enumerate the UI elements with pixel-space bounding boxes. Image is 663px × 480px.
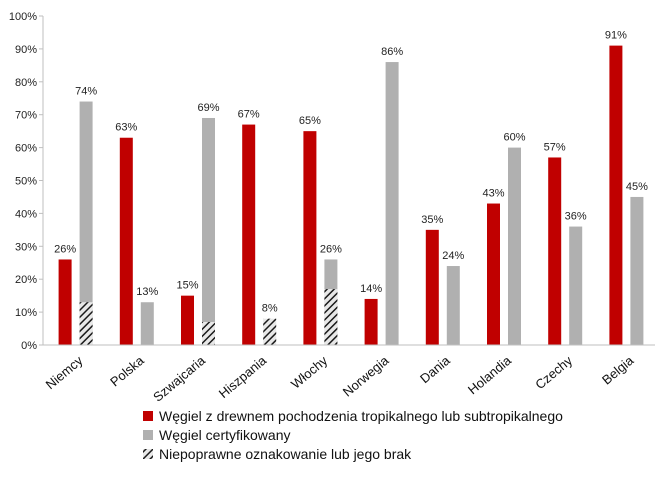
y-tick-label: 40% [15, 208, 37, 220]
bar-tropical [119, 137, 133, 345]
legend: Węgiel z drewnem pochodzenia tropikalneg… [143, 408, 563, 462]
bar-tropical [548, 157, 562, 345]
category-label: Czechy [532, 352, 575, 392]
data-label-tropical: 63% [115, 122, 137, 134]
y-tick-label: 90% [15, 44, 37, 56]
y-tick-label: 30% [15, 241, 37, 253]
bar-tropical [303, 131, 317, 345]
category-label: Hiszpania [216, 352, 270, 401]
y-tick-label: 0% [21, 340, 37, 352]
bar-tropical [425, 229, 439, 345]
legend-swatch [143, 449, 153, 459]
y-axis: 0% 10% 20% 30% 40% 50% 60% 70% 80% 90% 100% [9, 11, 44, 352]
bar-mislabelled [79, 302, 93, 345]
y-tick-label: 80% [15, 77, 37, 89]
data-label-tropical: 57% [544, 141, 566, 153]
bar-certified [79, 101, 93, 345]
data-label-tropical: 15% [176, 280, 198, 292]
bar-tropical [364, 298, 378, 345]
category-label: Dania [417, 352, 453, 386]
category-label: Niemcy [43, 352, 86, 392]
bar-tropical [181, 295, 194, 345]
bar-tropical [609, 45, 623, 346]
category-label: Belgia [599, 352, 637, 387]
bar-certified [508, 147, 521, 345]
bar-tropical [242, 124, 256, 345]
legend-swatch [143, 411, 153, 421]
data-label-tropical: 67% [238, 109, 260, 121]
y-tick-label: 20% [15, 274, 37, 286]
data-label-certified: 36% [565, 211, 587, 223]
category-label: Szwajcaria [150, 352, 208, 404]
data-label-certified: 26% [320, 243, 342, 255]
data-label-certified: 74% [75, 86, 97, 98]
data-label-tropical: 65% [299, 115, 321, 127]
bar-certified [202, 117, 215, 346]
bar-certified [569, 226, 583, 345]
bar-tropical [58, 259, 72, 345]
y-tick-label: 60% [15, 143, 37, 155]
data-label-tropical: 43% [482, 188, 504, 200]
category-label: Polska [107, 352, 147, 389]
bar-mislabelled [263, 318, 277, 345]
legend-label: Węgiel z drewnem pochodzenia tropikalneg… [159, 408, 563, 424]
data-label-certified: 24% [442, 250, 464, 262]
bar-mislabelled [324, 289, 338, 345]
category-label: Norwegia [340, 352, 392, 399]
legend-swatch [143, 430, 153, 440]
bars: 26% 74% 63% 13% 15% 69% 67% 8% 65% 26% 14% 86% 35% 24… [54, 30, 648, 346]
bar-mislabelled [202, 321, 215, 345]
data-label-tropical: 14% [360, 283, 382, 295]
legend-label: Niepoprawne oznakowanie lub jego brak [159, 446, 412, 462]
data-label-mislabelled: 8% [262, 303, 278, 315]
data-label-certified: 86% [381, 46, 403, 58]
bar-certified [385, 62, 399, 346]
data-label-certified: 13% [136, 286, 158, 298]
data-label-tropical: 91% [605, 30, 627, 42]
y-tick-label: 50% [15, 176, 37, 188]
category-label: Włochy [288, 352, 331, 391]
bar-tropical [487, 203, 500, 345]
bar-certified [446, 266, 460, 345]
bar-certified [630, 196, 644, 345]
category-label: Holandia [465, 352, 515, 397]
y-tick-label: 100% [9, 11, 37, 23]
data-label-tropical: 35% [421, 214, 443, 226]
data-label-tropical: 26% [54, 243, 76, 255]
data-label-certified: 45% [626, 181, 648, 193]
legend-label: Węgiel certyfikowany [159, 427, 291, 443]
bar-certified [140, 302, 154, 345]
data-label-certified: 60% [503, 132, 525, 144]
data-label-certified: 69% [197, 102, 219, 114]
x-axis: Niemcy Polska Szwajcaria Hiszpania Włochy Nor… [43, 344, 655, 405]
y-tick-label: 10% [15, 307, 37, 319]
y-tick-label: 70% [15, 110, 37, 122]
